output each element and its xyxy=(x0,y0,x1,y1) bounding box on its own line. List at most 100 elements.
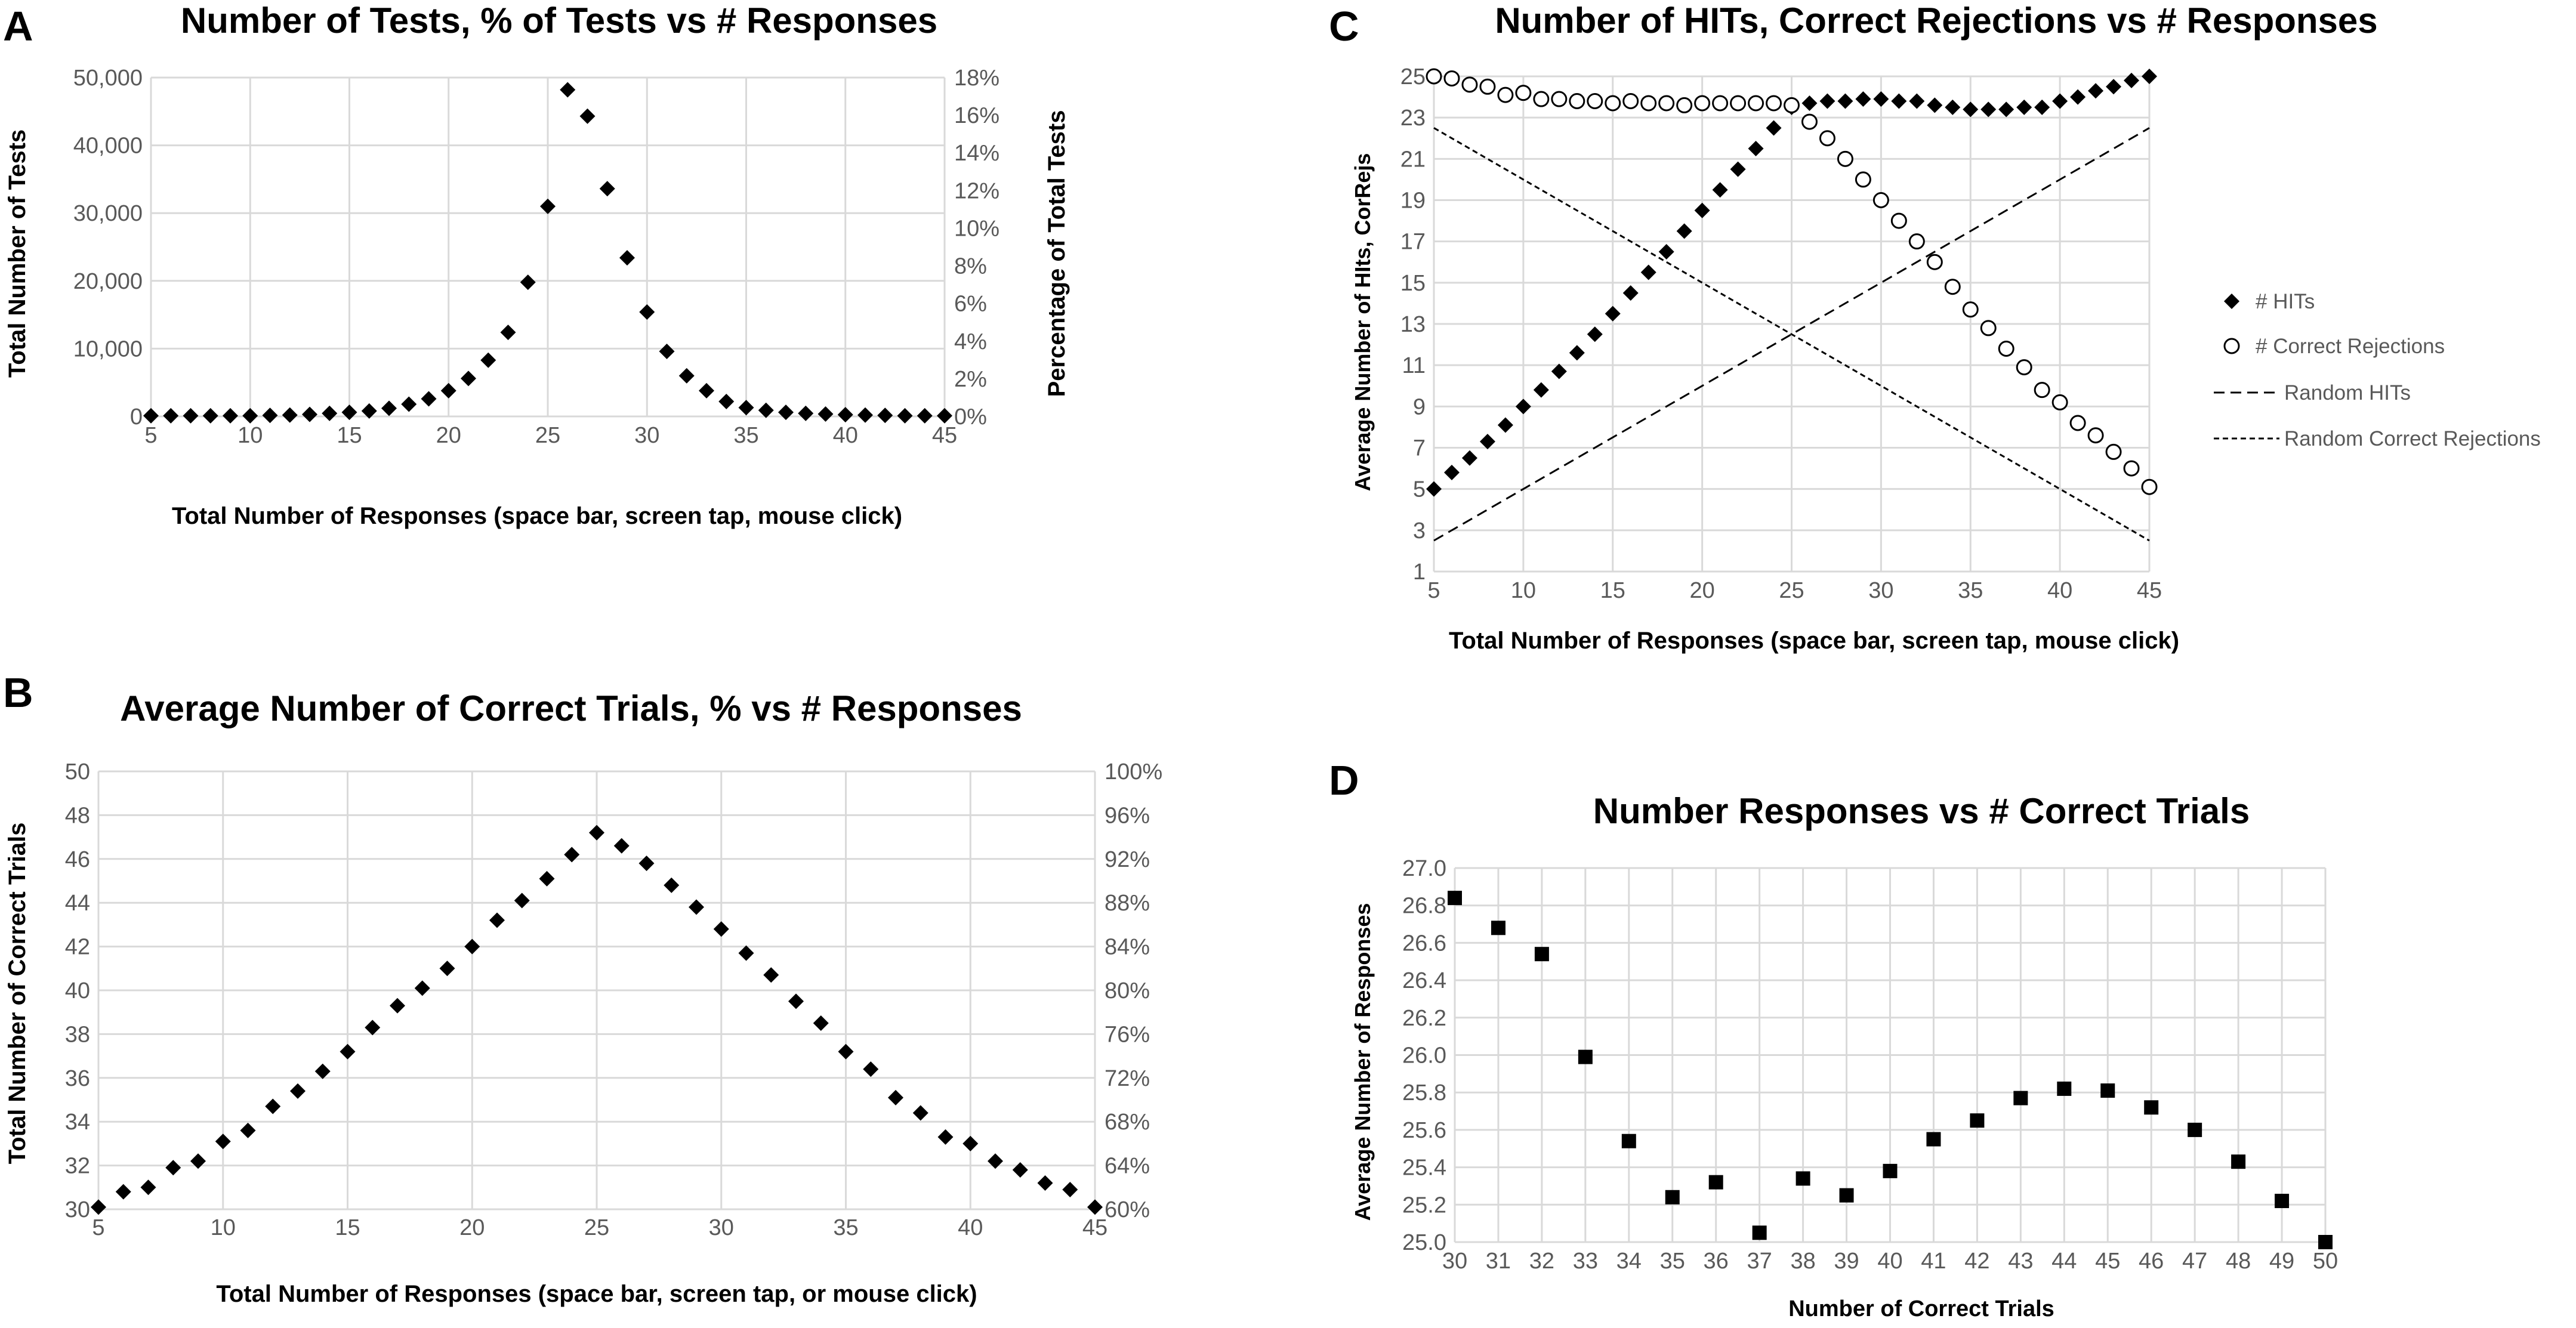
panel-c-x-axis-label: Total Number of Responses (space bar, sc… xyxy=(1449,628,2179,654)
panel-b-y-tick-label: 36 xyxy=(65,1066,90,1091)
panel-b-data-point xyxy=(365,1020,381,1036)
panel-a-y2-tick-label: 18% xyxy=(954,66,999,91)
panel-d-y-tick-label: 25.0 xyxy=(1402,1230,1446,1255)
panel-a-y2-tick-label: 4% xyxy=(954,329,987,354)
panel-c-marks xyxy=(1426,68,2158,542)
panel-a-x-ticks: 5 10 15 20 25 30 35 40 45 xyxy=(144,423,957,448)
panel-b-x-tick-label: 10 xyxy=(211,1215,236,1240)
panel-a-x-tick-label: 40 xyxy=(833,423,858,448)
panel-b-y-tick-label: 46 xyxy=(65,847,90,872)
panel-a-data-point xyxy=(401,396,417,412)
panel-b-data-point xyxy=(962,1135,979,1151)
panel-a-x-tick-label: 20 xyxy=(436,423,461,448)
panel-d-y-tick-label: 26.2 xyxy=(1402,1006,1446,1031)
panel-b-y2-tick-label: 92% xyxy=(1105,847,1150,872)
panel-d-x-tick-label: 40 xyxy=(1877,1249,1902,1274)
panel-a-data-point xyxy=(798,405,814,421)
panel-d-x-ticks: 30 31 32 33 34 35 36 37 38 39 40 41 42 43 44 45 46 47 48 49… xyxy=(1442,1249,2338,1274)
panel-c-data-point-circle xyxy=(1605,95,1621,112)
panel-c-random-hits-line xyxy=(1433,127,2150,542)
panel-b-data-point xyxy=(713,921,729,937)
panel-a-x-tick-label: 35 xyxy=(733,423,758,448)
panel-d-x-tick-label: 32 xyxy=(1529,1249,1554,1274)
panel-d-y-tick-label: 27.0 xyxy=(1402,856,1446,881)
panel-b-chart: B Average Number of Correct Trials, % vs… xyxy=(3,669,1162,1307)
panel-a-data-point xyxy=(421,391,437,407)
panel-c-data-point-circle xyxy=(2051,394,2068,410)
panel-c-x-tick-label: 25 xyxy=(1779,578,1804,603)
panel-d-x-tick-label: 42 xyxy=(1964,1249,1989,1274)
panel-b-marks xyxy=(91,824,1103,1215)
panel-a-chart: A Number of Tests, % of Tests vs # Respo… xyxy=(3,1,1070,529)
panel-d-x-tick-label: 44 xyxy=(2051,1249,2077,1274)
panel-b-label: B xyxy=(3,669,33,716)
panel-a-data-point xyxy=(302,406,317,422)
panel-c-data-point-circle xyxy=(1479,78,1496,95)
panel-b-data-point xyxy=(1062,1181,1078,1197)
panel-a-title: Number of Tests, % of Tests vs # Respons… xyxy=(181,1,937,41)
panel-c-y-tick-label: 21 xyxy=(1400,147,1426,172)
panel-a-data-point xyxy=(659,343,675,359)
panel-c-data-point xyxy=(2052,93,2068,109)
panel-c-data-point xyxy=(1801,95,1818,111)
panel-d-chart: D Number Responses vs # Correct Trials 3… xyxy=(1329,757,2338,1321)
panel-a-data-point xyxy=(461,370,476,387)
panel-b-data-point xyxy=(937,1129,954,1145)
panel-d-x-tick-label: 48 xyxy=(2226,1249,2251,1274)
panel-b-data-point xyxy=(1037,1175,1053,1191)
panel-d-marks xyxy=(1448,891,2333,1249)
panel-c-data-point-circle xyxy=(1962,301,1979,318)
panel-d-x-tick-label: 41 xyxy=(1921,1249,1946,1274)
panel-b-data-point xyxy=(215,1134,231,1150)
panel-b-y2-tick-label: 72% xyxy=(1105,1066,1150,1091)
panel-c-data-point xyxy=(2106,79,2122,95)
panel-b-data-point xyxy=(91,1199,106,1215)
panel-a-y-ticks: 0 10,000 20,000 30,000 40,000 50,000 xyxy=(73,66,143,430)
panel-d-data-point xyxy=(2013,1091,2028,1105)
panel-d-data-point xyxy=(2275,1194,2290,1209)
panel-c-data-point xyxy=(1963,101,1979,118)
panel-c-data-point xyxy=(1748,141,1764,157)
panel-c-data-point-circle xyxy=(1801,113,1818,130)
panel-c-data-point-circle xyxy=(1712,95,1729,112)
panel-d-x-axis-label: Number of Correct Trials xyxy=(1788,1296,2054,1321)
panel-a-data-point xyxy=(897,407,913,424)
panel-c-data-point-circle xyxy=(2016,359,2032,376)
panel-c-data-point-circle xyxy=(1658,95,1675,112)
panel-a-data-point xyxy=(500,325,516,341)
panel-a-data-point xyxy=(183,407,199,424)
panel-c-data-point xyxy=(1497,417,1513,433)
panel-b-data-point xyxy=(788,993,804,1009)
panel-a-y2-tick-label: 10% xyxy=(954,216,999,241)
panel-c-data-point-circle xyxy=(1461,76,1478,93)
legend-entry-label: # Correct Rejections xyxy=(2256,335,2445,358)
panel-d-y-ticks: 25.0 25.2 25.4 25.6 25.8 26.0 26.2 26.4 26.6 26.8… xyxy=(1402,856,1446,1255)
panel-a-y2-ticks: 0% 2% 4% 6% 8% 10% 12% 14% 16% 18% xyxy=(954,66,999,430)
panel-d-x-tick-label: 50 xyxy=(2313,1249,2338,1274)
panel-c-y-tick-label: 25 xyxy=(1400,64,1426,89)
panel-b-y2-tick-label: 96% xyxy=(1105,803,1150,828)
panel-c-data-point-circle xyxy=(1908,233,1925,250)
panel-d-x-tick-label: 35 xyxy=(1660,1249,1685,1274)
panel-a-y2-tick-label: 14% xyxy=(954,141,999,166)
panel-c-data-point xyxy=(1479,434,1495,450)
panel-b-data-point xyxy=(863,1061,879,1077)
panel-a-data-point xyxy=(560,82,576,98)
panel-c-y-tick-label: 1 xyxy=(1413,560,1426,585)
panel-d-data-point xyxy=(1796,1171,1810,1186)
panel-c-y-axis-label: Average Number of HIts, CorRejs xyxy=(1350,153,1375,492)
panel-a-data-point xyxy=(143,407,159,424)
panel-d-y-tick-label: 25.2 xyxy=(1402,1193,1446,1218)
panel-a-x-tick-label: 45 xyxy=(932,423,957,448)
panel-a-marks xyxy=(143,82,952,424)
panel-c-data-point-circle xyxy=(1676,97,1693,113)
panel-c-data-point-circle xyxy=(1748,95,1764,112)
panel-a-data-point xyxy=(341,404,357,421)
panel-d-x-tick-label: 33 xyxy=(1573,1249,1598,1274)
panel-b-data-point xyxy=(564,847,580,863)
panel-b-y2-tick-label: 76% xyxy=(1105,1022,1150,1047)
panel-d-x-tick-label: 38 xyxy=(1790,1249,1815,1274)
panel-c-data-point-circle xyxy=(2123,460,2140,477)
panel-d-y-tick-label: 26.4 xyxy=(1402,968,1446,993)
